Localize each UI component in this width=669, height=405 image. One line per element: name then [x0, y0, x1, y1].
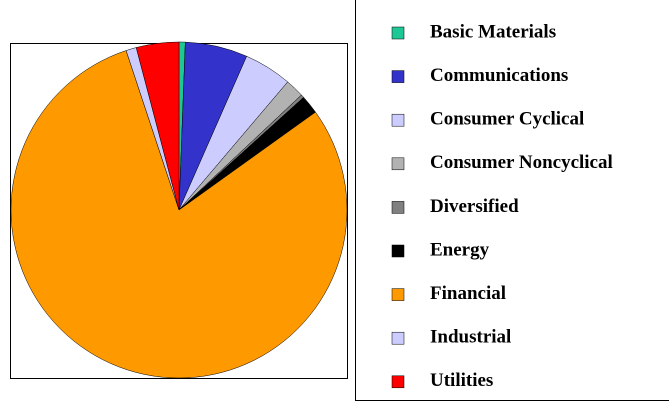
- legend-frame: [355, 0, 669, 401]
- legend-swatch: [391, 331, 405, 345]
- pie-slice: [10, 50, 348, 379]
- legend-swatch: [391, 26, 405, 40]
- legend-label: Diversified: [430, 196, 519, 217]
- legend-swatch: [391, 375, 405, 389]
- legend-swatch: [391, 288, 405, 301]
- legend-label: Basic Materials: [430, 21, 556, 42]
- legend-swatch: [391, 244, 405, 258]
- legend-swatch: [391, 70, 405, 83]
- legend-label: Consumer Cyclical: [430, 109, 584, 130]
- pie-slice: [135, 41, 180, 211]
- legend-label: Financial: [430, 283, 506, 304]
- legend-swatch: [391, 113, 405, 127]
- legend-label: Consumer Noncyclical: [430, 152, 613, 173]
- legend-swatch: [391, 157, 405, 171]
- legend-label: Communications: [430, 65, 568, 86]
- legend-swatch: [391, 201, 405, 214]
- legend-label: Industrial: [430, 327, 511, 348]
- legend-label: Energy: [430, 239, 490, 260]
- legend-label: Utilities: [430, 370, 493, 391]
